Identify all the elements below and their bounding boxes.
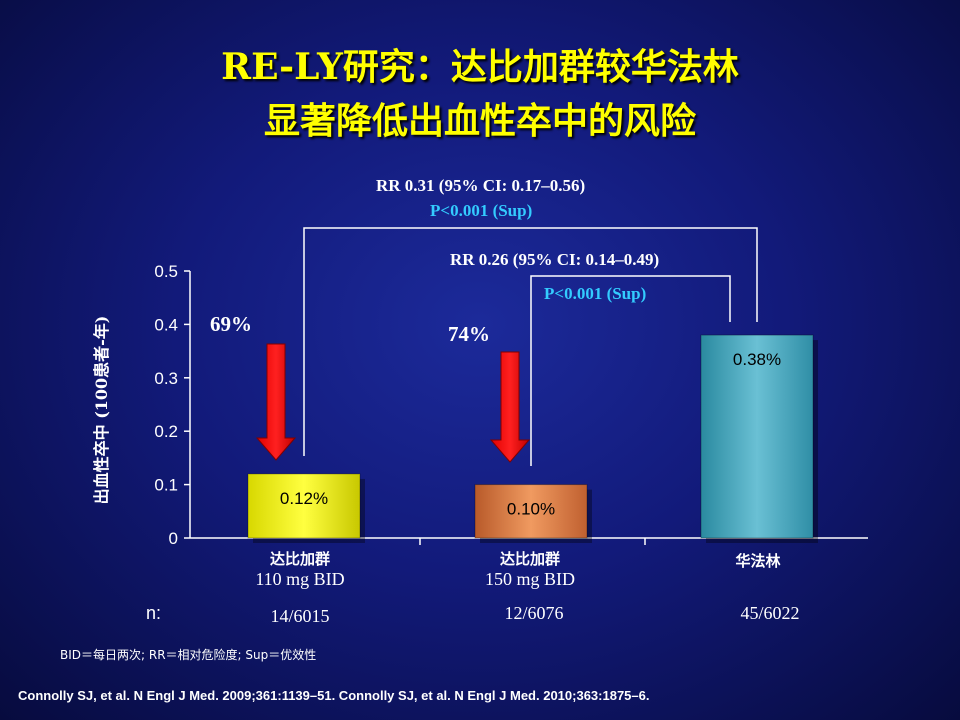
slide-title-line2: 显著降低出血性卒中的风险 [263,100,696,142]
category-label-warfarin: 华法林 [668,550,848,571]
y-tick-label: 0.5 [154,262,178,281]
category-drug-150: 达比加群 [499,550,560,568]
y-tick-label: 0.3 [154,369,178,388]
bar-1 [474,484,588,539]
p-annotation-110: P<0.001 (Sup) [430,201,533,220]
n-value-110: 14/6015 [270,606,330,626]
bracket-150-vs-warfarin [530,275,731,466]
rr-annotation-110: RR 0.31 (95% CI: 0.17–0.56) [376,176,586,195]
reduction-label-110: 69% [210,312,252,336]
bar-value-label: 0.12% [280,489,328,508]
y-tick-label: 0.2 [154,422,178,441]
n-row-label: n: [146,603,162,623]
bar-value-label: 0.10% [507,500,555,519]
y-tick-label: 0 [169,529,178,548]
category-dose-110: 110 mg BID [255,569,345,589]
category-drug-110: 达比加群 [269,550,330,568]
y-tick-label: 0.1 [154,476,178,495]
p-annotation-150: P<0.001 (Sup) [544,284,647,303]
n-value-warfarin: 45/6022 [740,603,800,623]
reduction-label-150: 74% [448,322,490,346]
bar-0 [247,473,361,539]
citation: Connolly SJ, et al. N Engl J Med. 2009;3… [18,688,650,703]
category-label-150: 达比加群 150 mg BID [440,548,620,590]
bar-value-label: 0.38% [733,350,781,369]
category-label-110: 达比加群 110 mg BID [210,548,390,590]
slide-title-line1: RE-LY研究：达比加群较华法林 [221,46,739,88]
footnote: BID＝每日两次; RR＝相对危险度; Sup＝优效性 [60,648,317,662]
y-tick-label: 0.4 [154,315,178,334]
reduction-arrow-150 [489,351,531,463]
n-value-150: 12/6076 [504,603,564,623]
bar-2 [700,334,814,539]
category-dose-150: 150 mg BID [485,569,575,589]
rr-annotation-150: RR 0.26 (95% CI: 0.14–0.49) [450,250,660,269]
reduction-arrow-110 [255,343,297,461]
bracket-110-vs-warfarin [303,227,758,456]
category-drug-warfarin: 华法林 [735,552,781,570]
